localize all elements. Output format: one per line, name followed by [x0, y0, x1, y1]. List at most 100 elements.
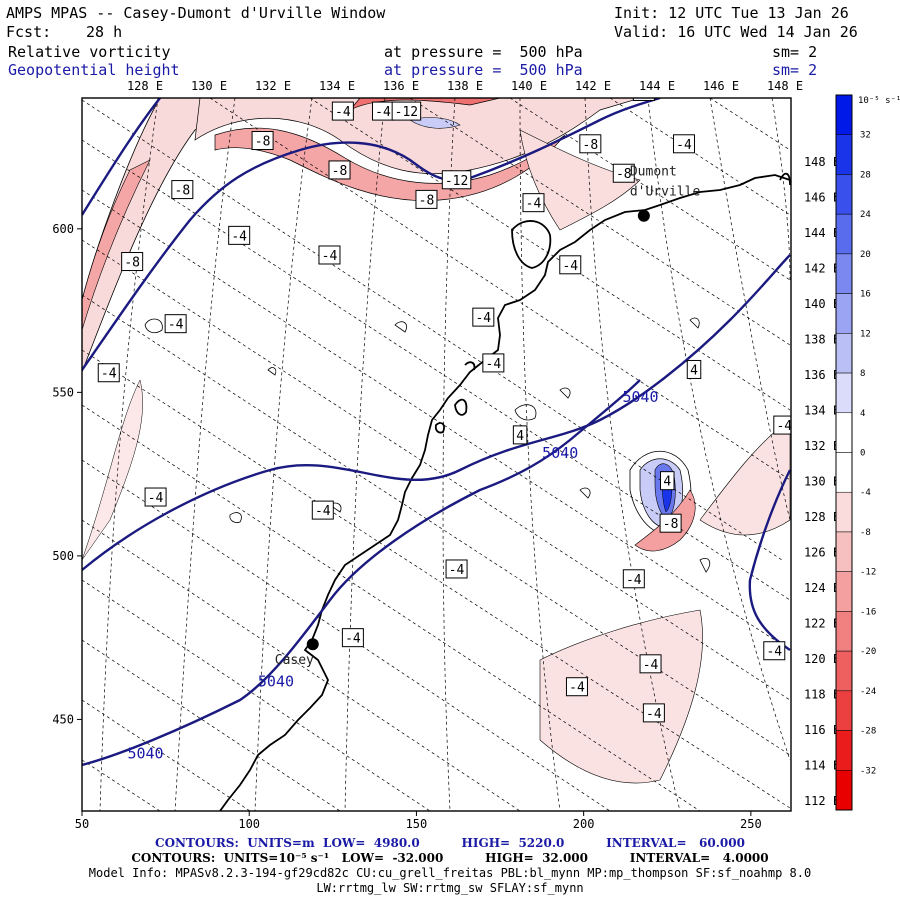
colorbar-swatch [835, 491, 853, 533]
label-text: -4 [168, 318, 184, 333]
label-text: -4 [526, 197, 542, 212]
colorbar-label: -20 [860, 647, 876, 657]
vorticity-contour-label: -4 [97, 363, 120, 383]
label-text: -4 [569, 681, 585, 696]
y-tick-label: 500 [52, 549, 74, 563]
label-box [331, 101, 354, 121]
colorbar-label: -8 [860, 528, 871, 538]
label-box [672, 134, 695, 154]
label-text: -8 [583, 138, 599, 153]
colorbar-unit: 10⁻⁵ s⁻¹ [858, 96, 900, 106]
label-text: -4 [375, 105, 391, 120]
label-box [632, 98, 655, 101]
right-longitude-label: 138 E [804, 333, 840, 347]
vorticity-contour-label: -8 [171, 180, 194, 200]
label-text: -4 [486, 357, 502, 372]
right-longitude-label: 140 E [804, 297, 840, 311]
x-tick-label: 250 [740, 817, 762, 831]
top-longitude-label: 144 E [639, 79, 675, 93]
top-longitude-label: 148 E [767, 79, 803, 93]
height-contour-label: 5040 [622, 388, 658, 406]
colorbar-swatch [835, 94, 853, 135]
colorbar-label: 20 [860, 250, 871, 260]
right-longitude-label: 136 E [804, 368, 840, 382]
vorticity-contour-label: -4 [763, 641, 786, 661]
height-contours [82, 98, 791, 767]
label-box [763, 641, 786, 661]
top-longitude-label: 146 E [703, 79, 739, 93]
colorbar-frame [835, 94, 853, 811]
colorbar-swatch [835, 650, 853, 692]
vorticity-contour-label: -4 [144, 487, 167, 507]
colorbar-swatch [835, 174, 853, 215]
top-longitude-label: 142 E [575, 79, 611, 93]
vorticity-contour-label: -8 [415, 189, 438, 209]
y-tick-label: 450 [52, 712, 74, 726]
vorticity-contour-label: -4 [164, 314, 187, 334]
top-longitude-label: 136 E [383, 79, 419, 93]
label-box [512, 425, 528, 445]
colorbar-swatch [835, 293, 853, 334]
colorbar-label: 16 [860, 290, 871, 300]
label-box [121, 252, 144, 272]
colorbar-label: 12 [860, 329, 871, 339]
top-longitude-label: 132 E [255, 79, 291, 93]
y-tick-label: 550 [52, 385, 74, 399]
right-longitude-label: 126 E [804, 546, 840, 560]
height-contour-label: 5040 [542, 444, 578, 462]
colorbar-swatch [835, 571, 853, 612]
label-box [97, 363, 120, 383]
x-tick-label: 200 [573, 817, 595, 831]
colorbar-label: 32 [860, 131, 871, 141]
label-box [445, 559, 468, 579]
label-box [328, 160, 351, 180]
label-box [612, 163, 635, 183]
station-label: d'Urville [630, 185, 701, 200]
vorticity-contour-label: -4 [773, 415, 791, 435]
right-longitude-label: 118 E [804, 688, 840, 702]
right-longitude-label: 124 E [804, 581, 840, 595]
label-box [228, 225, 251, 245]
right-longitude-label: 116 E [804, 723, 840, 737]
label-box [164, 314, 187, 334]
right-longitude-label: 130 E [804, 475, 840, 489]
label-text: 4 [663, 475, 671, 490]
label-box [686, 359, 702, 379]
label-box [251, 131, 274, 151]
field2-smoothing: sm= 2 [772, 61, 818, 79]
colorbar-label: -32 [860, 766, 876, 776]
colorbar-swatch [835, 452, 853, 493]
top-longitude-label: 138 E [447, 79, 483, 93]
label-text: -4 [676, 138, 692, 153]
colorbar-label: -4 [860, 488, 871, 498]
label-text: -8 [419, 193, 435, 208]
label-box [642, 703, 665, 723]
label-text: -4 [646, 707, 662, 722]
vorticity-contour-label: -4 [639, 654, 662, 674]
field1-smoothing: sm= 2 [772, 43, 818, 61]
label-box [341, 628, 364, 648]
colorbar-label: 8 [860, 369, 865, 379]
vorticity-contour-label: -4 [482, 353, 505, 373]
label-text: -12 [445, 174, 468, 189]
vorticity-contour-label: -4 [371, 101, 394, 121]
top-longitude-label: 134 E [319, 79, 355, 93]
label-text: -8 [255, 135, 271, 150]
label-box [311, 500, 334, 520]
colorbar-swatch [835, 770, 853, 811]
colorbar-swatch [835, 333, 853, 374]
label-text: -4 [562, 259, 578, 274]
right-longitude-label: 144 E [804, 226, 840, 240]
label-text: -4 [101, 367, 117, 382]
vorticity-contour-label: -8 [579, 134, 602, 154]
right-longitude-label: 148 E [804, 155, 840, 169]
label-text: -4 [766, 645, 782, 660]
label-text: -8 [124, 256, 140, 271]
right-longitude-label: 120 E [804, 652, 840, 666]
colorbar-swatch [835, 730, 853, 771]
station-label: Dumont [630, 165, 677, 180]
label-box [171, 180, 194, 200]
label-box [415, 189, 438, 209]
right-longitude-label: 142 E [804, 262, 840, 276]
